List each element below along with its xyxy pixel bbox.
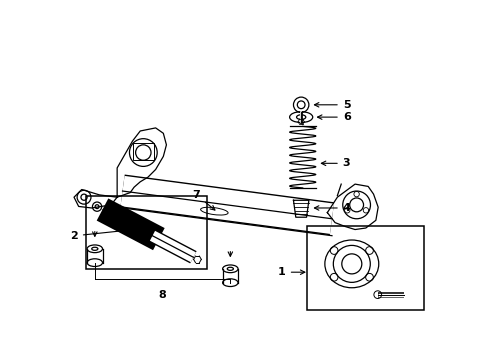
Bar	[307, 226, 424, 310]
Text: 6: 6	[318, 112, 351, 122]
Text: 8: 8	[159, 289, 167, 300]
Text: 4: 4	[315, 203, 351, 213]
Text: 7: 7	[193, 190, 215, 210]
Text: 2: 2	[70, 227, 139, 241]
Bar	[132, 143, 154, 160]
Text: 5: 5	[315, 100, 350, 110]
Bar	[86, 195, 207, 269]
Text: 3: 3	[321, 158, 350, 168]
Text: 1: 1	[278, 267, 305, 277]
